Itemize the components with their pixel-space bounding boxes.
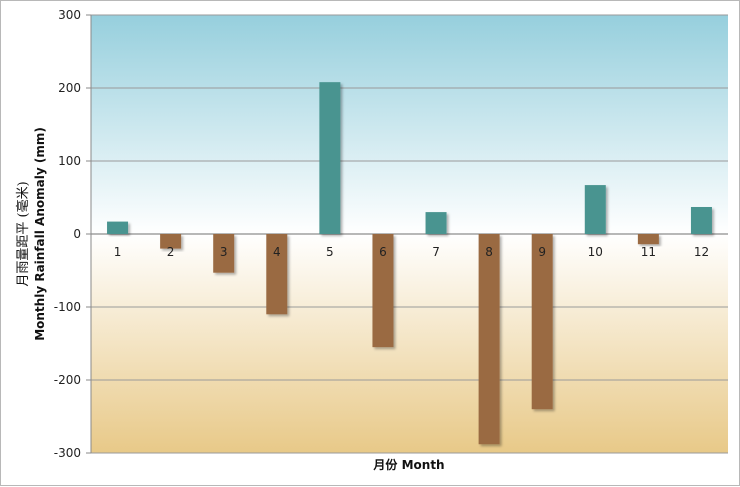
bar-month-2 <box>160 234 182 249</box>
bar-month-8 <box>478 234 500 445</box>
x-tick-label: 9 <box>538 245 546 259</box>
bar-month-6 <box>372 234 394 348</box>
bar-month-7 <box>425 212 447 234</box>
x-tick-label: 5 <box>326 245 334 259</box>
x-tick-label: 11 <box>641 245 656 259</box>
y-tick-label: 100 <box>58 154 81 168</box>
x-tick-label: 10 <box>588 245 603 259</box>
bar-month-1 <box>107 221 129 234</box>
y-tick-label: 300 <box>58 8 81 22</box>
x-tick-label: 4 <box>273 245 281 259</box>
y-tick-label: -200 <box>54 373 81 387</box>
x-tick-label: 7 <box>432 245 440 259</box>
bar-month-10 <box>584 185 606 234</box>
bar-month-3 <box>213 234 235 273</box>
x-tick-label: 8 <box>485 245 493 259</box>
bar-month-11 <box>637 234 659 245</box>
x-tick-label: 6 <box>379 245 387 259</box>
y-tick-label: -300 <box>54 446 81 460</box>
gridlines <box>86 14 728 454</box>
y-tick-label: -100 <box>54 300 81 314</box>
y-axis-title-zh: 月雨量距平 (毫米) <box>15 181 31 286</box>
bars <box>107 82 712 445</box>
x-tick-label: 1 <box>114 245 122 259</box>
x-tick-labels: 1 2 3 4 5 6 7 8 9 10 11 12 <box>114 245 709 259</box>
x-tick-label: 3 <box>220 245 228 259</box>
x-tick-label: 12 <box>694 245 709 259</box>
y-tick-label: 0 <box>73 227 81 241</box>
bar-month-12 <box>690 206 712 234</box>
x-axis-title: 月份 Month <box>372 457 444 472</box>
bar-month-5 <box>319 82 341 234</box>
y-tick-label: 200 <box>58 81 81 95</box>
x-tick-label: 2 <box>167 245 175 259</box>
y-tick-labels: -300 -200 -100 0 100 200 300 <box>54 8 81 460</box>
bar-month-4 <box>266 234 288 315</box>
y-axis-title: Monthly Rainfall Anomaly (mm) <box>33 127 47 341</box>
bar-month-9 <box>531 234 553 410</box>
